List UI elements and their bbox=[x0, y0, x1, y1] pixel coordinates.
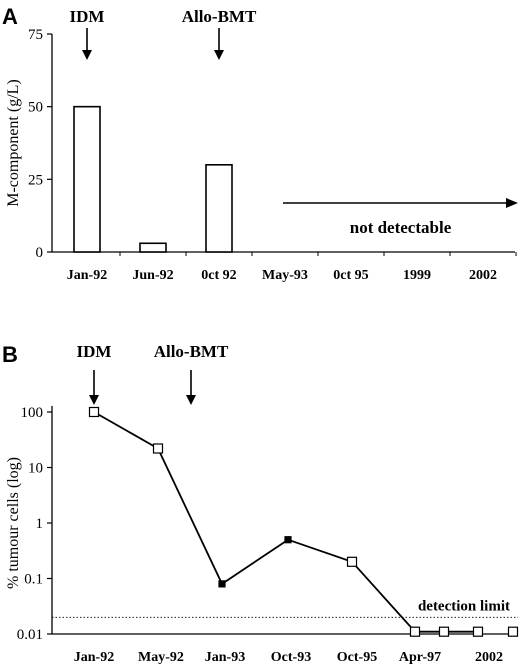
range-arrow-head bbox=[506, 198, 518, 208]
data-point bbox=[507, 626, 519, 637]
annotation-label: Allo-BMT bbox=[154, 342, 229, 361]
y-tick-label: 0.1 bbox=[24, 572, 43, 588]
panel-b: B 100 10 1 0.1 0.01 Jan-92 May-92 Jan-93 Oct-93 Oc… bbox=[2, 342, 519, 665]
data-point bbox=[409, 626, 421, 637]
annotation-arrow-head bbox=[89, 395, 99, 405]
annotation-arrow-head bbox=[82, 50, 92, 60]
x-tick-label: Jan-92 bbox=[74, 650, 114, 665]
y-tick-label: 75 bbox=[28, 27, 43, 43]
annotation-label: Allo-BMT bbox=[182, 7, 257, 26]
data-point bbox=[284, 536, 292, 544]
x-tick-label: May-93 bbox=[262, 268, 308, 283]
annotation-label: IDM bbox=[77, 342, 112, 361]
data-point bbox=[218, 580, 226, 588]
annotation-label: IDM bbox=[70, 7, 105, 26]
x-tick-label: Jan-93 bbox=[205, 650, 245, 665]
x-tick-label: 1999 bbox=[403, 268, 431, 283]
x-tick-label: Oct-93 bbox=[271, 650, 311, 665]
data-point bbox=[346, 556, 358, 567]
x-tick-label: 0ct 95 bbox=[333, 268, 368, 283]
y-tick-label: 0.01 bbox=[17, 627, 43, 643]
bar bbox=[205, 164, 233, 253]
y-axis-label: M-component (g/L) bbox=[5, 79, 22, 207]
bar bbox=[73, 105, 101, 253]
data-point bbox=[472, 626, 484, 637]
y-tick-label: 25 bbox=[28, 172, 43, 188]
annotation-arrow-head bbox=[214, 50, 224, 60]
y-tick-label: 100 bbox=[21, 405, 44, 421]
x-tick-label: Jun-92 bbox=[132, 268, 173, 283]
panel-a: A 0 25 50 75 Jan-92 Jun-92 0ct 92 May-93 0ct 95 19… bbox=[2, 4, 518, 283]
data-point bbox=[88, 406, 100, 418]
bar bbox=[139, 242, 167, 253]
detection-limit-label: detection limit bbox=[418, 598, 510, 614]
y-tick-label: 10 bbox=[28, 461, 43, 477]
x-tick-label: Apr-97 bbox=[399, 650, 441, 665]
x-tick-label: May-92 bbox=[138, 650, 184, 665]
data-point bbox=[438, 626, 450, 637]
x-tick-label: 2002 bbox=[475, 650, 503, 665]
y-tick-label: 1 bbox=[36, 516, 44, 532]
range-annotation-label: not detectable bbox=[350, 218, 452, 237]
y-tick-label: 50 bbox=[28, 100, 43, 116]
x-tick-label: 0ct 92 bbox=[201, 268, 236, 283]
panel-label: A bbox=[2, 4, 18, 29]
annotation-arrow-head bbox=[186, 395, 196, 405]
x-tick-label: 2002 bbox=[469, 268, 497, 283]
y-axis-label: % tumour cells (log) bbox=[5, 457, 22, 589]
panel-label: B bbox=[2, 342, 18, 367]
y-tick-label: 0 bbox=[36, 245, 44, 261]
x-tick-label: Oct-95 bbox=[337, 650, 377, 665]
data-point bbox=[152, 443, 164, 454]
x-tick-label: Jan-92 bbox=[67, 268, 107, 283]
